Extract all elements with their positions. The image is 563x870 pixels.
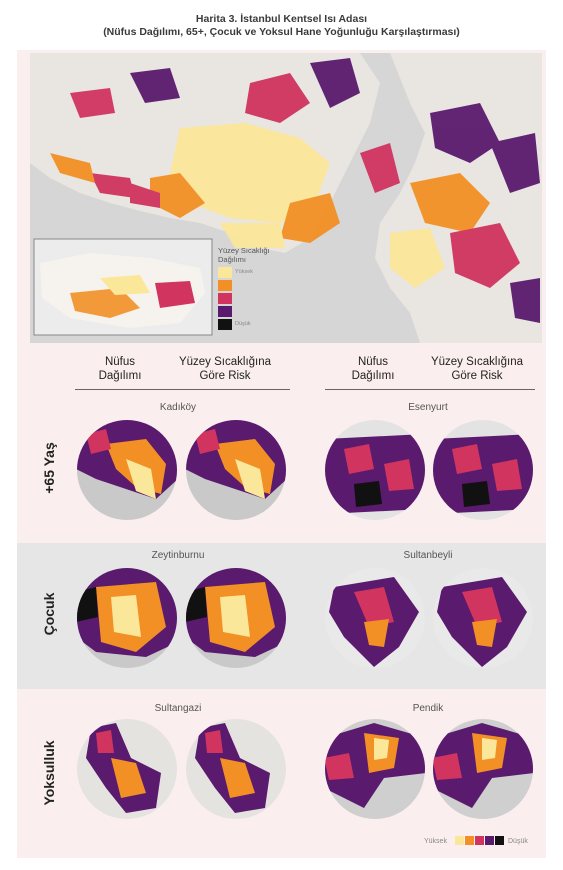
district-zeytinburnu: Zeytinburnu	[151, 550, 205, 561]
district-esenyurt: Esenyurt	[408, 402, 448, 413]
header-rule-right	[325, 389, 535, 390]
pendik-risk-map	[433, 719, 533, 819]
pendik-population-map	[325, 719, 425, 819]
bottom-swatch-5	[495, 836, 504, 845]
legend-swatch-1	[218, 267, 232, 278]
bottom-legend-low: Düşük	[508, 838, 528, 845]
esenyurt-risk-map	[433, 420, 533, 520]
legend-low-label: Düşük	[235, 321, 251, 327]
legend-swatch-3	[218, 293, 232, 304]
district-pendik: Pendik	[412, 703, 444, 714]
header-right-b: Yüzey Sıcaklığına Göre Risk	[430, 356, 524, 382]
kadikoy-population-map	[77, 420, 177, 520]
bottom-swatch-2	[465, 836, 474, 845]
legend-title-1: Yüzey Sıcaklığı	[218, 246, 270, 255]
bottom-swatch-4	[485, 836, 494, 845]
row-label-elderly: +65 Yaş	[41, 442, 57, 494]
district-kadikoy: Kadıköy	[159, 402, 197, 413]
sultanbeyli-population-map	[325, 568, 425, 668]
esenyurt-population-map	[325, 420, 425, 520]
map-title: Harita 3. İstanbul Kentsel Isı Adası	[195, 13, 368, 25]
kadikoy-risk-map	[186, 420, 286, 520]
heat-map-graphic	[30, 53, 542, 343]
legend-swatch-2	[218, 280, 232, 291]
legend-swatch-5	[218, 319, 232, 330]
district-sultangazi: Sultangazi	[154, 703, 202, 714]
legend-high-label: Yüksek	[235, 269, 254, 275]
row-label-poverty: Yoksulluk	[41, 740, 57, 806]
row-label-children: Çocuk	[41, 592, 57, 636]
sultangazi-population-map	[77, 719, 177, 819]
header-left-b: Yüzey Sıcaklığına Göre Risk	[178, 356, 272, 382]
sultangazi-risk-map	[186, 719, 286, 819]
bottom-legend-high: Yüksek	[424, 838, 447, 845]
map-subtitle: (Nüfus Dağılımı, 65+, Çocuk ve Yoksul Ha…	[103, 26, 460, 38]
legend-swatch-4	[218, 306, 232, 317]
istanbul-heat-map: Yüzey Sıcaklığı Dağılımı Yüksek Düşük	[30, 53, 542, 343]
district-sultanbeyli: Sultanbeyli	[403, 550, 453, 561]
header-left-a: Nüfus Dağılımı	[98, 356, 142, 382]
legend-title-2: Dağılımı	[218, 255, 246, 264]
bottom-swatch-3	[475, 836, 484, 845]
zeytinburnu-risk-map	[186, 568, 286, 668]
sultanbeyli-risk-map	[433, 568, 533, 668]
header-right-a: Nüfus Dağılımı	[351, 356, 395, 382]
zeytinburnu-population-map	[77, 568, 177, 668]
header-rule-left	[75, 389, 290, 390]
bottom-swatch-1	[455, 836, 464, 845]
